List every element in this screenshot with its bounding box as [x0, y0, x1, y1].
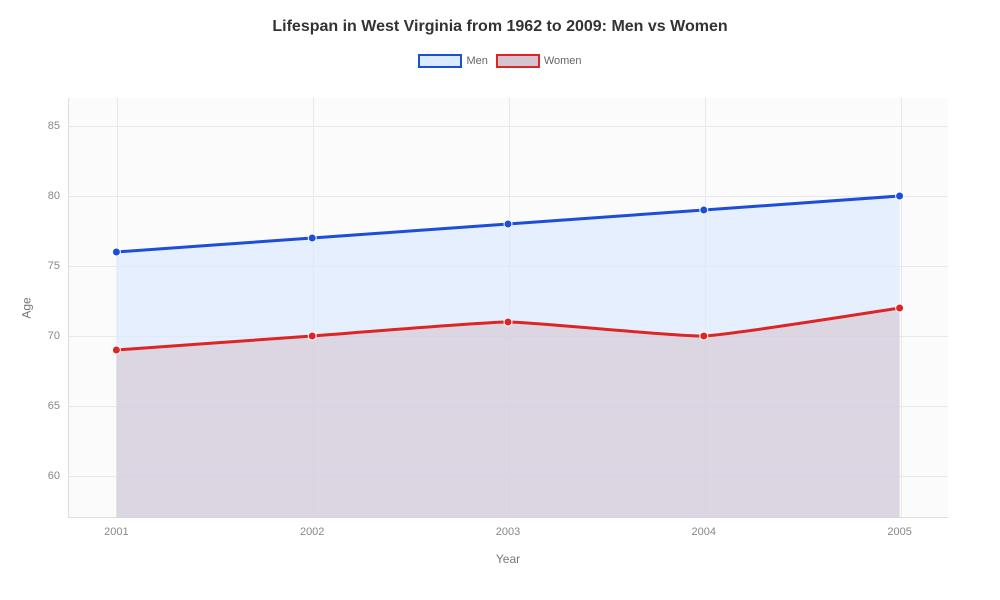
data-point[interactable]	[896, 192, 904, 200]
data-point[interactable]	[504, 220, 512, 228]
x-tick-label: 2005	[887, 526, 911, 538]
chart-container: Lifespan in West Virginia from 1962 to 2…	[0, 0, 1000, 600]
x-tick-label: 2003	[496, 526, 520, 538]
x-tick-label: 2002	[300, 526, 324, 538]
data-point[interactable]	[896, 304, 904, 312]
data-point[interactable]	[112, 346, 120, 354]
chart-svg	[68, 98, 948, 518]
y-tick-label: 80	[4, 190, 60, 202]
legend: Men Women	[0, 54, 1000, 68]
data-point[interactable]	[308, 234, 316, 242]
y-tick-label: 65	[4, 400, 60, 412]
y-tick-label: 75	[4, 260, 60, 272]
y-axis-label: Age	[20, 297, 34, 318]
legend-swatch-men	[418, 54, 462, 68]
legend-label-women: Women	[544, 55, 582, 67]
y-tick-label: 85	[4, 120, 60, 132]
plot-area: Year Age 2001200220032004200560657075808…	[68, 98, 948, 518]
x-tick-label: 2004	[692, 526, 716, 538]
legend-swatch-women	[496, 54, 540, 68]
data-point[interactable]	[308, 332, 316, 340]
y-tick-label: 70	[4, 330, 60, 342]
y-tick-label: 60	[4, 470, 60, 482]
legend-item-men[interactable]: Men	[418, 54, 487, 68]
x-axis-label: Year	[496, 552, 520, 566]
data-point[interactable]	[700, 206, 708, 214]
x-tick-label: 2001	[104, 526, 128, 538]
legend-item-women[interactable]: Women	[496, 54, 582, 68]
chart-title: Lifespan in West Virginia from 1962 to 2…	[0, 0, 1000, 36]
data-point[interactable]	[700, 332, 708, 340]
legend-label-men: Men	[466, 55, 487, 67]
data-point[interactable]	[112, 248, 120, 256]
data-point[interactable]	[504, 318, 512, 326]
